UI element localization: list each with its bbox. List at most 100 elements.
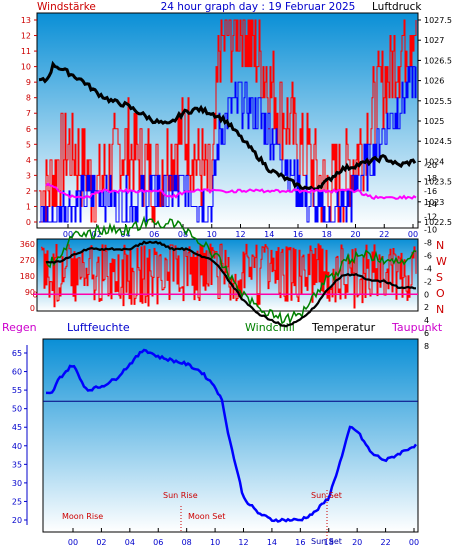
time-tick-label-bottom: 22	[380, 538, 390, 547]
pressure-tick-label: 1026.5	[424, 56, 452, 65]
wind-speed-line	[39, 66, 417, 223]
wind-tick-label: 7	[26, 109, 31, 118]
humidity-tick-label: 55	[12, 386, 22, 395]
wind-tick-label: 9	[26, 78, 31, 87]
wind-direction-line	[41, 243, 417, 309]
wind-tick-label: 13	[21, 16, 31, 25]
temperature-series	[45, 182, 418, 523]
temperature-tick-label: -18	[424, 174, 437, 183]
pressure-tick-label: 1023.5	[424, 178, 452, 187]
time-tick-label-bottom: 06	[153, 538, 163, 547]
temperature-tick-label: 0	[424, 290, 429, 299]
wind-gust-line	[39, 19, 417, 223]
wind-tick-label: 3	[26, 171, 31, 180]
time-tick-label-bottom: 02	[96, 538, 106, 547]
time-tick-label-bottom: 08	[182, 538, 192, 547]
temperature-panel	[42, 338, 419, 533]
direction-series	[41, 243, 417, 309]
direction-tick-labels: 0 90 180 270 360	[20, 240, 35, 313]
direction-tick-label: 180	[20, 272, 35, 281]
temperature-tick-label: -16	[424, 187, 437, 196]
temperature-tick-label: -20	[424, 161, 437, 170]
time-tick-label: 22	[379, 230, 389, 239]
right-axis-title: Luftdruck	[372, 1, 422, 13]
direction-letter: N	[436, 303, 444, 316]
time-tick-label-bottom: 00	[68, 538, 78, 547]
temperature-tick-label: -6	[424, 252, 432, 261]
moon-set-label: Moon Set	[188, 512, 225, 521]
legend-taupunkt: Taupunkt	[391, 321, 443, 334]
wind-tick-label: 5	[26, 140, 31, 149]
temperature-line	[45, 240, 416, 328]
chart-title: 24 hour graph day : 19 Februar 2025	[161, 1, 356, 13]
time-tick-label: 00	[408, 230, 418, 239]
dewpoint-line	[45, 182, 417, 201]
direction-tick-label: 270	[20, 256, 35, 265]
temperature-tick-labels: 8 6 4 2 0 -2 -4 -6 -8 -10 -12 -14 -16 -18 -20	[424, 161, 437, 351]
wind-tick-label: 12	[21, 32, 31, 41]
humidity-tick-label: 60	[12, 368, 22, 377]
wind-series	[39, 19, 417, 223]
wind-tick-label: 6	[26, 125, 31, 134]
temperature-tick-label: 6	[424, 329, 429, 338]
humidity-tick-label: 35	[12, 460, 22, 469]
temperature-tick-label: -2	[424, 277, 432, 286]
time-tick-label-bottom: 10	[210, 538, 220, 547]
time-tick-label-bottom: 20	[352, 538, 362, 547]
humidity-tick-label: 25	[12, 497, 22, 506]
temperature-tick-label: -4	[424, 264, 432, 273]
direction-letter: S	[436, 271, 443, 284]
humidity-tick-label: 45	[12, 423, 22, 432]
temperature-tick-label: -12	[424, 213, 437, 222]
left-axis-title: Windstärke	[37, 1, 96, 13]
right-tick-labels: 1022.5 1023 1023.5 1024 1024.5 1025 1025.5 1026…	[418, 16, 452, 227]
time-tick-label-bottom: 04	[125, 538, 135, 547]
pressure-tick-label: 1025	[424, 117, 444, 126]
direction-tick-label: 360	[20, 240, 35, 249]
pressure-tick-label: 1023	[424, 198, 444, 207]
humidity-tick-label: 40	[12, 442, 22, 451]
pressure-tick-label: 1026	[424, 77, 444, 86]
pressure-tick-label: 1024	[424, 157, 444, 166]
direction-tick-label: 0	[30, 304, 35, 313]
time-tick-label-bottom: 16	[295, 538, 305, 547]
time-tick-label: 20	[350, 230, 360, 239]
temperature-tick-label: 2	[424, 303, 429, 312]
time-tick-label: 08	[178, 230, 188, 239]
humidity-tick-label: 30	[12, 479, 22, 488]
wind-tick-label: 8	[26, 94, 31, 103]
wind-tick-label: 11	[21, 47, 31, 56]
time-tick-labels: 00 02 04 06 08 10 12 14 16 18 20 22 00	[63, 224, 418, 239]
humidity-tick-label: 50	[12, 405, 22, 414]
pressure-tick-label: 1025.5	[424, 97, 452, 106]
wind-tick-label: 0	[26, 218, 31, 227]
pressure-tick-label: 1027.5	[424, 16, 452, 25]
legend-regen: Regen	[2, 321, 37, 334]
sun-set-label: Sun Set	[311, 491, 342, 500]
time-tick-label-bottom: 12	[238, 538, 248, 547]
wind-tick-label: 1	[26, 202, 31, 211]
temperature-tick-label: -10	[424, 226, 437, 235]
time-tick-label: 14	[264, 230, 274, 239]
legend-windchill: Windchill	[245, 321, 295, 334]
legend-luftfeuchte: Luftfeuchte	[67, 321, 130, 334]
time-tick-label: 10	[207, 230, 217, 239]
direction-tick-label: 90	[25, 288, 35, 297]
time-tick-label: 00	[63, 230, 73, 239]
time-tick-label: 04	[120, 230, 130, 239]
temperature-tick-label: 4	[424, 316, 429, 325]
direction-letter: O	[436, 287, 445, 300]
humidity-tick-label: 65	[12, 349, 22, 358]
sun-rise-label: Sun Rise	[163, 491, 198, 500]
wind-tick-label: 10	[21, 63, 31, 72]
pressure-tick-label: 1027	[424, 36, 444, 45]
temperature-tick-label: -8	[424, 239, 432, 248]
direction-letter: N	[436, 239, 444, 252]
legend-temperatur: Temperatur	[311, 321, 376, 334]
temperature-tick-label: -14	[424, 200, 437, 209]
time-tick-labels-bottom: 00 02 04 06 08 10 12 14 16 18 20 22 00	[68, 528, 419, 547]
temperature-tick-label: 8	[424, 342, 429, 351]
moon-rise-label: Moon Rise	[62, 512, 103, 521]
